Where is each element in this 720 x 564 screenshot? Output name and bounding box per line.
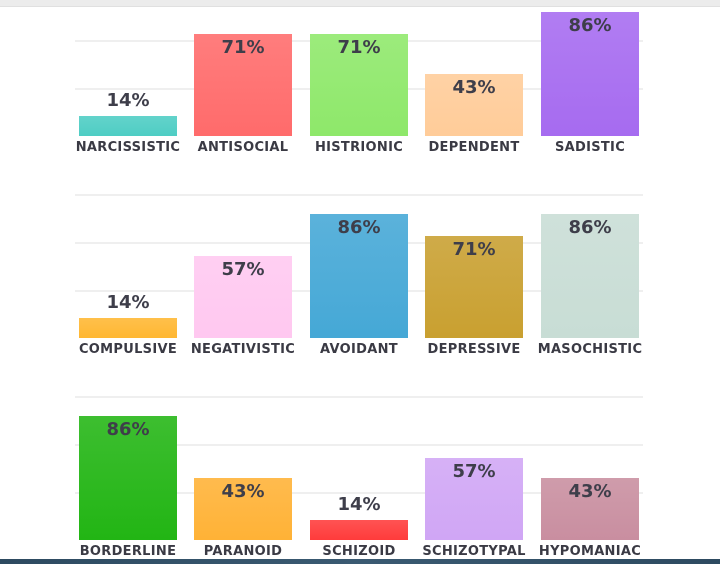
category-label: MASOCHISTIC [537,342,643,357]
category-label: COMPULSIVE [78,342,178,357]
data-label: 86% [337,217,381,239]
data-label: 86% [568,15,612,37]
data-label: 14% [337,493,381,515]
data-label: 71% [337,36,381,58]
data-label: 57% [452,460,496,482]
bar-histrionic [310,33,408,136]
bar-antisocial [194,33,292,136]
data-label: 43% [221,481,265,503]
gridline [75,396,643,398]
bar-sadistic [541,12,639,136]
category-label: HYPOMANIAC [538,544,642,559]
bar-dependent [425,74,523,136]
gridline [75,194,643,196]
bar-paranoid [194,478,292,540]
data-label: 14% [106,291,150,313]
bar-negativistic [194,255,292,338]
top-bar [0,0,720,7]
category-label: BORDERLINE [79,544,177,559]
data-label: 71% [221,36,265,58]
gridline [75,492,643,494]
bar-depressive [425,235,523,338]
category-label: NARCISSISTIC [75,140,181,155]
category-label: DEPRESSIVE [427,342,521,357]
bar-hypomaniac [541,478,639,540]
data-label: 43% [452,77,496,99]
gridline [75,444,643,446]
data-label: 57% [221,258,265,280]
bar-avoidant [310,214,408,338]
bar-schizoid [310,519,408,540]
category-label: SCHIZOID [322,544,396,559]
bar-borderline [79,416,177,540]
data-label: 86% [106,419,150,441]
bar-schizotypal [425,457,523,540]
category-label: PARANOID [203,544,283,559]
data-label: 86% [568,217,612,239]
bar-masochistic [541,214,639,338]
category-label: NEGATIVISTIC [190,342,296,357]
category-label: AVOIDANT [320,342,398,357]
category-label: DEPENDENT [428,140,520,155]
bottom-bar [0,559,720,564]
bar-compulsive [79,317,177,338]
bar-narcissistic [79,115,177,136]
category-label: SCHIZOTYPAL [422,544,526,559]
category-label: HISTRIONIC [314,140,404,155]
category-label: SADISTIC [554,140,626,155]
data-label: 14% [106,89,150,111]
data-label: 71% [452,238,496,260]
category-label: ANTISOCIAL [197,140,289,155]
data-label: 43% [568,481,612,503]
